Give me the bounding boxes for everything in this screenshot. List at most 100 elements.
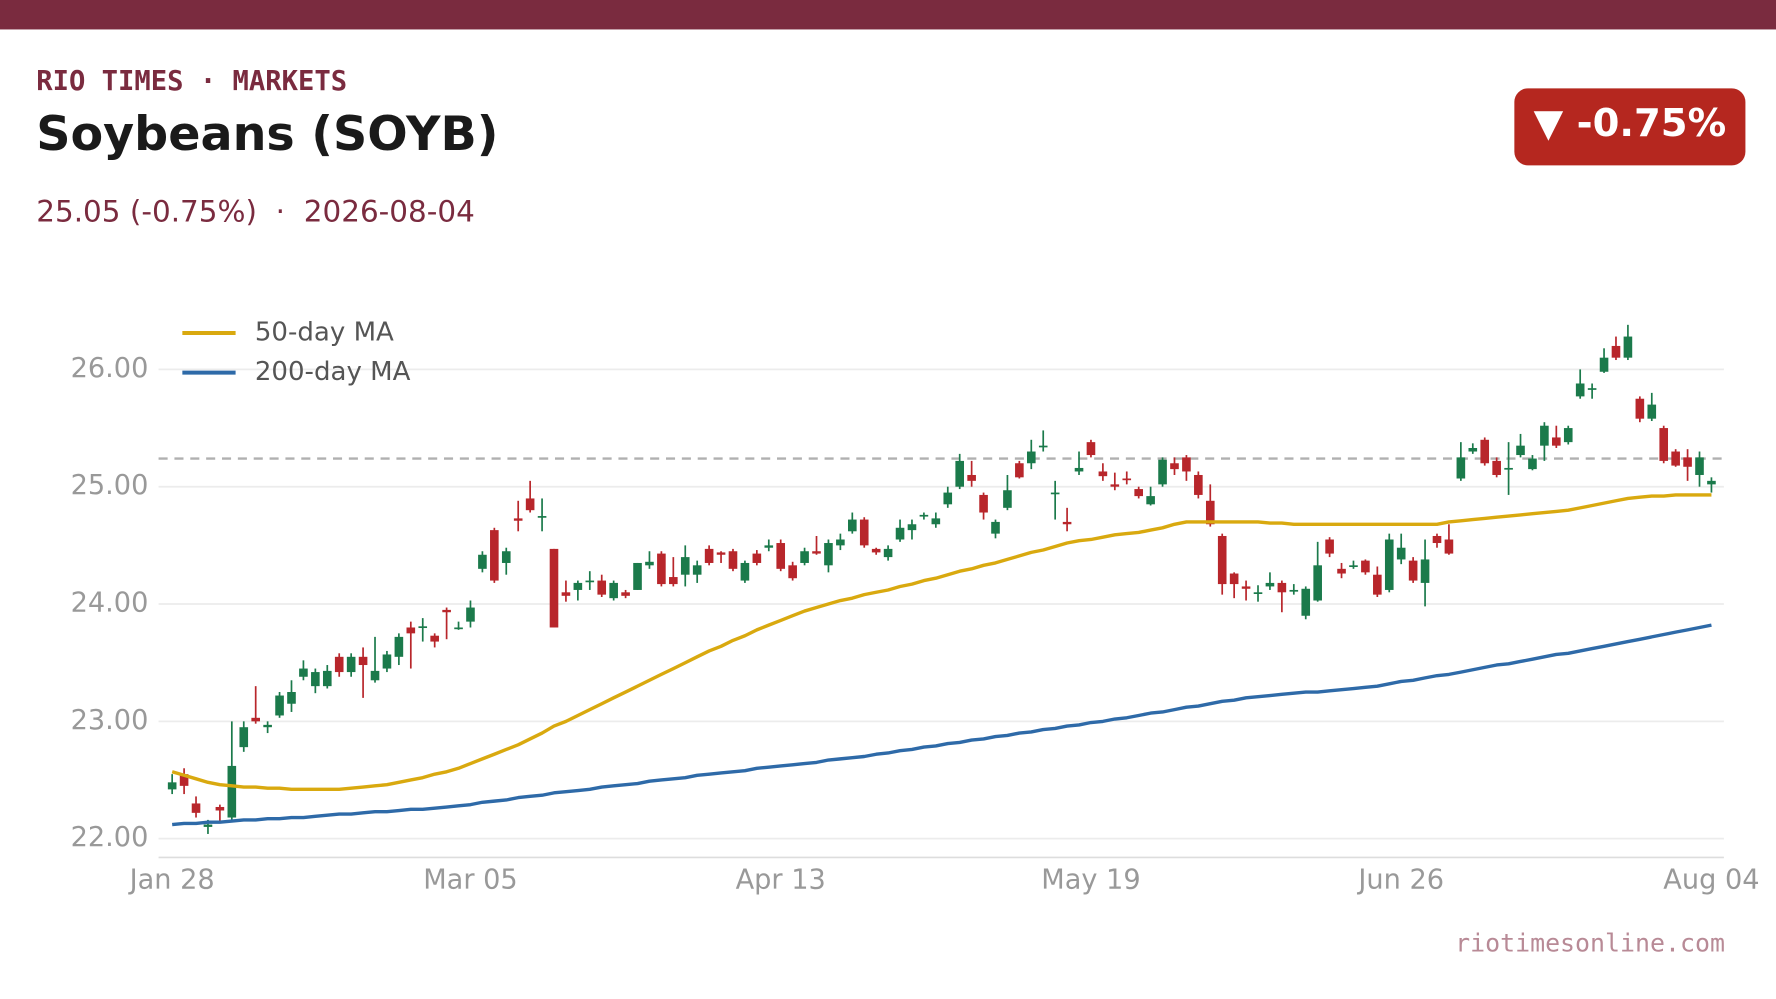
candle-body (585, 580, 595, 583)
candle-body (167, 782, 177, 790)
title: Soybeans (SOYB) (36, 107, 498, 162)
candle-body (1504, 467, 1513, 470)
candle-body (919, 514, 929, 517)
candle-body (1707, 480, 1716, 485)
candle-body (358, 656, 368, 666)
candle-body (1384, 539, 1394, 590)
candle-body (1540, 425, 1549, 446)
candle-body (1456, 457, 1466, 479)
candle-body (895, 527, 905, 540)
candle-body (382, 654, 392, 669)
top-bar (0, 0, 1776, 30)
candle-body (883, 548, 893, 558)
candle-body (203, 824, 213, 827)
y-tick-label: 26.00 (71, 353, 149, 384)
candle-body (1289, 589, 1299, 592)
candle-body (1647, 404, 1657, 419)
x-tick-label: Jun 26 (1356, 865, 1444, 896)
candle-body (812, 551, 821, 554)
badge-text: ▼ -0.75% (1534, 101, 1727, 146)
candle-body (967, 474, 976, 481)
candle-body (1301, 588, 1311, 616)
candle-body (633, 562, 642, 590)
candle-body (1003, 490, 1012, 508)
candle-body (501, 551, 511, 563)
candle-body (334, 656, 344, 673)
candle-body (1635, 398, 1645, 419)
candle-body (1408, 560, 1418, 581)
candle-body (1552, 437, 1561, 446)
candle-body (549, 548, 559, 628)
candle-body (561, 592, 571, 596)
candle-body (1038, 445, 1048, 448)
candle-body (824, 543, 833, 566)
candle-body (442, 609, 451, 613)
change-badge (1514, 88, 1746, 166)
candle-body (871, 548, 881, 553)
candle-body (1277, 582, 1287, 593)
candle-body (251, 717, 260, 722)
candle-body (609, 582, 618, 599)
y-tick-label: 24.00 (71, 588, 149, 619)
candle-body (478, 554, 487, 569)
candle-body (215, 806, 225, 811)
candle-body (704, 548, 714, 563)
candle-body (1134, 489, 1143, 497)
candle-body (191, 803, 201, 813)
candle-body (1599, 357, 1609, 372)
candle-body (454, 627, 463, 630)
candle-body (1373, 574, 1382, 595)
candle-body (728, 551, 738, 569)
candle-body (692, 565, 702, 575)
candle-body (239, 727, 249, 748)
candle-body (1480, 439, 1490, 464)
candle-body (1492, 460, 1501, 475)
candle-body (764, 545, 774, 548)
candle-body (1253, 592, 1263, 594)
candle-body (430, 635, 439, 642)
candle-body (1683, 457, 1692, 467)
candle-body (1158, 459, 1167, 485)
candle-body (848, 519, 857, 532)
candle-body (1349, 565, 1358, 568)
source: riotimesonline.com (1455, 929, 1725, 958)
candle-body (836, 539, 845, 546)
candle-body (1516, 445, 1525, 456)
candle-body (1050, 492, 1060, 495)
y-tick-label: 25.00 (71, 470, 149, 501)
ma-line (172, 623, 1712, 827)
candle-body (1528, 458, 1537, 470)
candle-body (513, 518, 523, 521)
candle-body (1229, 573, 1239, 585)
candle-body (752, 553, 762, 563)
candle-body (1563, 428, 1573, 443)
brand: RIO TIMES · MARKETS (36, 66, 347, 97)
candle-body (1074, 467, 1084, 472)
candle-body (1361, 560, 1370, 573)
candle-body (1695, 457, 1704, 475)
candle-body (680, 557, 690, 575)
candle-body (525, 498, 535, 511)
candle-body (907, 524, 917, 531)
candle-body (1205, 500, 1215, 525)
candle-body (311, 672, 320, 687)
x-tick-label: Mar 05 (423, 865, 517, 896)
subtitle: 25.05 (-0.75%) · 2026-08-04 (36, 194, 475, 228)
candle-body (287, 692, 296, 704)
candle-body (645, 561, 654, 566)
candle-body (1182, 457, 1191, 472)
candle-body (490, 530, 499, 581)
candle-body (1170, 463, 1179, 470)
candle-body (418, 626, 428, 629)
candle-body (263, 724, 272, 728)
candle-body (322, 670, 332, 687)
candle-body (1217, 535, 1227, 585)
candle-body (299, 668, 308, 677)
candle-body (1420, 559, 1430, 583)
candle-body (788, 565, 797, 579)
candle-body (657, 553, 666, 585)
candle-body (179, 774, 189, 786)
candle-body (740, 562, 750, 581)
